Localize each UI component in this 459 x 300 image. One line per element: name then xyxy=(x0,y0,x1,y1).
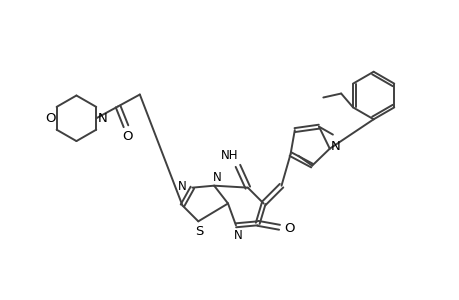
Text: N: N xyxy=(97,112,107,125)
Text: N: N xyxy=(233,229,242,242)
Text: N: N xyxy=(212,171,221,184)
Text: N: N xyxy=(178,180,186,193)
Text: O: O xyxy=(284,222,294,235)
Text: S: S xyxy=(195,225,203,238)
Text: O: O xyxy=(123,130,133,142)
Text: NH: NH xyxy=(221,149,238,162)
Text: N: N xyxy=(330,140,340,153)
Text: O: O xyxy=(45,112,56,125)
